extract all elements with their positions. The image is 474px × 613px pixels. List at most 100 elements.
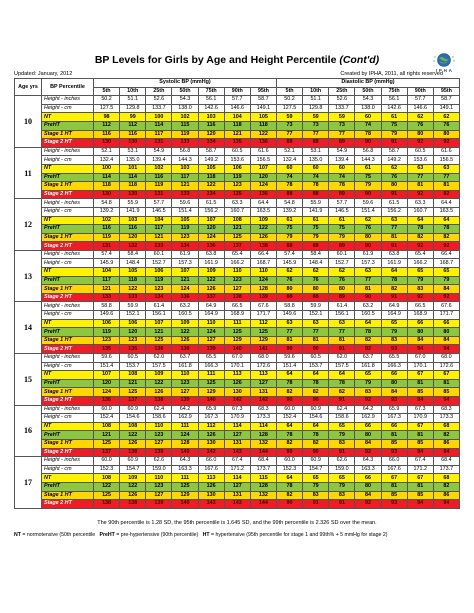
systolic-value-cell: 125 bbox=[223, 327, 251, 337]
systolic-value-cell: 151.4 bbox=[171, 206, 199, 217]
diastolic-value-cell: 78 bbox=[406, 224, 434, 234]
diastolic-value-cell: 153.6 bbox=[406, 155, 434, 165]
age-cell: 13 bbox=[14, 249, 42, 303]
preht-row: PreHT 119 120 121 122 124 125 125 77 77 77 78 79 80 80 bbox=[15, 327, 461, 337]
systolic-value-cell: 123 bbox=[92, 335, 121, 346]
diastolic-value-cell: 144.3 bbox=[354, 155, 382, 165]
systolic-value-cell: 112 bbox=[119, 120, 147, 131]
systolic-value-cell: 66.0 bbox=[197, 456, 225, 466]
systolic-value-cell: 129 bbox=[197, 387, 225, 397]
diastolic-value-cell: 93 bbox=[380, 344, 408, 354]
systolic-value-cell: 124 bbox=[171, 284, 199, 294]
row-label: NT bbox=[41, 318, 94, 329]
diastolic-value-cell: 66 bbox=[380, 421, 408, 432]
systolic-value-cell: 108 bbox=[119, 421, 147, 432]
row-label: Height - inches bbox=[41, 456, 94, 466]
preht-row: PreHT 117 118 119 121 122 123 124 76 76 76 77 78 79 79 bbox=[15, 275, 461, 286]
systolic-value-cell: 118 bbox=[249, 120, 277, 131]
systolic-value-cell: 127 bbox=[223, 284, 251, 294]
row-label: NT bbox=[41, 421, 94, 432]
diastolic-value-cell: 161.9 bbox=[380, 258, 408, 269]
diastolic-value-cell: 68.4 bbox=[432, 456, 461, 466]
diastolic-value-cell: 153.7 bbox=[302, 361, 330, 372]
systolic-value-cell: 125 bbox=[223, 232, 251, 243]
systolic-value-cell: 121 bbox=[171, 181, 199, 191]
diastolic-value-cell: 82 bbox=[275, 438, 304, 449]
height-cm-row: Height - cm 152.4 154.6 158.6 162.9 167.3 170.… bbox=[15, 413, 461, 423]
systolic-value-cell: 120 bbox=[92, 378, 121, 389]
diastolic-value-cell: 158.6 bbox=[328, 413, 356, 423]
diastolic-value-cell: 78 bbox=[302, 430, 330, 440]
systolic-value-cell: 103 bbox=[171, 163, 199, 174]
diastolic-value-cell: 80 bbox=[406, 129, 434, 140]
systolic-value-cell: 60.9 bbox=[119, 404, 147, 415]
row-label: Height - cm bbox=[41, 310, 94, 320]
stage1-row: Stage 1 HT 119 120 121 123 124 125 126 79 79 79 80 8… bbox=[15, 232, 461, 243]
row-label: Stage 2 HT bbox=[41, 241, 94, 251]
systolic-value-cell: 119 bbox=[92, 232, 121, 243]
systolic-value-cell: 156.1 bbox=[145, 310, 173, 320]
diastolic-value-cell: 61 bbox=[275, 215, 304, 226]
diastolic-value-cell: 68.0 bbox=[432, 353, 461, 363]
systolic-value-cell: 114 bbox=[119, 172, 147, 183]
diastolic-value-cell: 66 bbox=[380, 370, 408, 380]
systolic-value-cell: 114 bbox=[223, 421, 251, 432]
diastolic-value-cell: 89 bbox=[328, 292, 356, 303]
diastolic-value-cell: 152.7 bbox=[328, 258, 356, 269]
systolic-value-cell: 112 bbox=[249, 318, 277, 329]
systolic-value-cell: 137 bbox=[92, 447, 121, 458]
diastolic-value-cell: 127.5 bbox=[275, 103, 304, 114]
bp-table: Age yrs BP Percentile Systolic BP (mmHg)… bbox=[14, 77, 461, 509]
systolic-value-cell: 123 bbox=[119, 335, 147, 346]
diastolic-value-cell: 62.0 bbox=[328, 353, 356, 363]
diastolic-value-cell: 58.8 bbox=[275, 301, 304, 312]
diastolic-value-cell: 166.3 bbox=[380, 361, 408, 372]
row-label: PreHT bbox=[41, 378, 94, 389]
diastolic-value-cell: 64 bbox=[406, 215, 434, 226]
diastolic-value-cell: 138.0 bbox=[354, 103, 382, 114]
systolic-value-cell: 104 bbox=[223, 112, 251, 122]
nt-row: NT 102 103 104 105 107 108 109 61 61 61 62 63 64 64 bbox=[15, 215, 461, 226]
diastolic-value-cell: 59 bbox=[275, 112, 304, 122]
updated-date: Updated: January, 2012 bbox=[14, 71, 73, 77]
diastolic-value-cell: 92 bbox=[354, 499, 382, 509]
diastolic-value-cell: 52.1 bbox=[275, 146, 304, 157]
diastolic-value-cell: 94 bbox=[406, 344, 434, 354]
systolic-percentile-header: 5th bbox=[92, 86, 121, 97]
stage2-row: Stage 2 HT 137 138 139 140 142 143 144 90 90 91 92 9… bbox=[15, 447, 461, 458]
diastolic-value-cell: 81 bbox=[380, 481, 408, 492]
diastolic-value-cell: 80 bbox=[275, 284, 304, 294]
systolic-value-cell: 117 bbox=[145, 224, 173, 234]
systolic-value-cell: 59.6 bbox=[171, 198, 199, 208]
diastolic-value-cell: 90 bbox=[275, 499, 304, 509]
systolic-value-cell: 66.4 bbox=[249, 249, 277, 260]
diastolic-value-cell: 85 bbox=[406, 387, 434, 397]
diastolic-value-cell: 92 bbox=[406, 292, 434, 303]
systolic-value-cell: 144 bbox=[249, 499, 277, 509]
legend-footnote: NT = normotensive (50th percentile PreHT… bbox=[14, 532, 460, 538]
diastolic-value-cell: 74 bbox=[354, 120, 382, 131]
diastolic-value-cell: 167.3 bbox=[380, 413, 408, 423]
diastolic-value-cell: 170.1 bbox=[406, 361, 434, 372]
systolic-value-cell: 52.1 bbox=[92, 146, 121, 157]
systolic-value-cell: 138 bbox=[249, 241, 277, 251]
diastolic-value-cell: 139.2 bbox=[275, 206, 304, 217]
systolic-value-cell: 54.3 bbox=[171, 95, 199, 105]
diastolic-value-cell: 75 bbox=[275, 224, 304, 234]
systolic-value-cell: 118 bbox=[92, 181, 121, 191]
stage2-row: Stage 2 HT 130 130 131 133 134 135 136 88 88 89 90 9… bbox=[15, 138, 461, 148]
diastolic-value-cell: 79 bbox=[432, 275, 461, 286]
diastolic-value-cell: 146.6 bbox=[406, 103, 434, 114]
systolic-value-cell: 130 bbox=[223, 387, 251, 397]
systolic-value-cell: 139 bbox=[145, 447, 173, 458]
diastolic-value-cell: 86 bbox=[432, 438, 461, 449]
title-main: BP Levels for Girls by Age and Height Pe… bbox=[94, 54, 337, 66]
diastolic-value-cell: 63 bbox=[302, 318, 330, 329]
diastolic-value-cell: 88 bbox=[302, 292, 330, 303]
diastolic-value-cell: 79 bbox=[406, 275, 434, 286]
row-label: Stage 1 HT bbox=[41, 387, 94, 397]
systolic-value-cell: 125 bbox=[119, 387, 147, 397]
systolic-value-cell: 134 bbox=[171, 241, 199, 251]
diastolic-value-cell: 79 bbox=[354, 181, 382, 191]
age-cell: 10 bbox=[14, 95, 42, 148]
